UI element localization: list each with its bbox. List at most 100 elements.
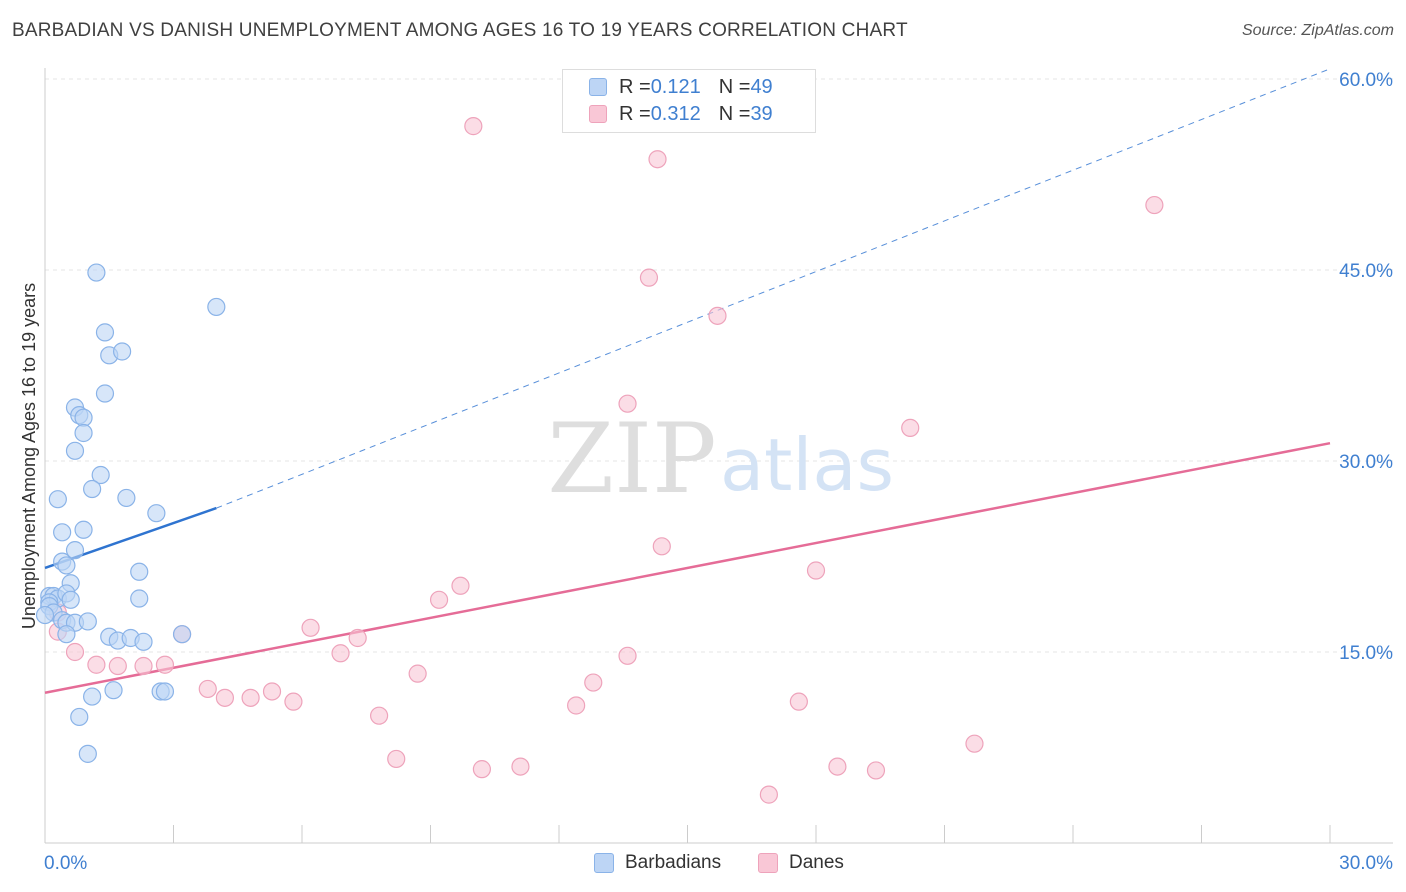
point-barbadians — [104, 681, 123, 700]
bottom-legend-swatch-danes — [758, 853, 778, 873]
point-danes — [198, 679, 217, 699]
point-barbadians — [74, 408, 93, 427]
point-danes — [284, 692, 303, 711]
trend-line-danes — [44, 441, 1331, 694]
bottom-legend-barbadians: Barbadians — [594, 852, 721, 874]
legend-r-label: R = — [619, 102, 651, 125]
point-danes — [866, 761, 886, 780]
point-barbadians — [130, 589, 149, 608]
source-label: Source: ZipAtlas.com — [1241, 22, 1394, 39]
point-barbadians — [57, 625, 76, 644]
point-danes — [408, 664, 427, 683]
point-danes — [639, 268, 659, 287]
trend-line-barbadians-extension — [216, 68, 1331, 509]
bottom-legend-label-danes: Danes — [789, 852, 844, 873]
point-danes — [759, 785, 778, 804]
point-danes — [648, 150, 667, 169]
y-tick-label: 45.0% — [1339, 261, 1393, 282]
point-danes — [429, 590, 449, 609]
bottom-legend-swatch-barbadians — [594, 853, 614, 873]
point-barbadians — [112, 342, 132, 361]
point-barbadians — [74, 520, 93, 539]
point-danes — [1145, 195, 1164, 215]
x-tick-label-min: 0.0% — [44, 853, 87, 874]
point-danes — [215, 688, 234, 707]
point-barbadians — [87, 263, 106, 282]
point-barbadians — [53, 523, 72, 542]
legend-r-label: R = — [619, 75, 651, 98]
legend-r-value-danes: 0.312 — [650, 102, 701, 125]
bottom-legend-danes: Danes — [758, 852, 844, 874]
point-barbadians — [78, 744, 97, 763]
axis-labels: 15.0% 30.0% 45.0% 60.0% 0.0% 30.0% Unemploymen… — [19, 70, 1393, 874]
point-danes — [828, 757, 847, 776]
trend-lines — [44, 68, 1331, 694]
point-barbadians — [35, 605, 55, 625]
point-danes — [65, 642, 85, 662]
watermark: ZIP atlas — [547, 403, 894, 515]
point-danes — [241, 688, 260, 707]
point-danes — [965, 734, 984, 753]
point-danes — [652, 537, 671, 556]
point-barbadians — [155, 682, 175, 701]
point-danes — [567, 696, 586, 715]
point-barbadians — [48, 490, 67, 509]
watermark-atlas: atlas — [720, 423, 894, 507]
point-barbadians — [83, 479, 102, 499]
point-danes — [464, 117, 483, 136]
chart-title: BARBADIAN VS DANISH UNEMPLOYMENT AMONG A… — [12, 20, 908, 41]
point-barbadians — [172, 625, 192, 644]
legend-swatch-danes — [589, 105, 607, 123]
point-danes — [87, 655, 106, 674]
bottom-legend-label-barbadians: Barbadians — [625, 852, 722, 873]
point-barbadians — [117, 488, 136, 508]
x-tick-label-max: 30.0% — [1339, 853, 1393, 874]
point-danes — [806, 561, 826, 580]
point-barbadians — [95, 323, 115, 342]
point-danes — [301, 618, 320, 637]
point-barbadians — [134, 632, 153, 651]
point-barbadians — [78, 612, 97, 631]
watermark-zip: ZIP — [547, 403, 716, 515]
point-danes — [618, 646, 637, 665]
legend-swatch-barbadians — [589, 78, 607, 96]
legend-n-value-danes: 39 — [750, 102, 773, 125]
point-barbadians — [91, 465, 110, 485]
point-danes — [584, 673, 603, 692]
legend-row-barbadians: R = 0.121 N = 49 — [589, 75, 773, 99]
point-danes — [511, 757, 530, 776]
legend-n-label: N = — [718, 75, 751, 98]
point-danes — [331, 644, 350, 663]
legend-row-danes: R = 0.312 N = 39 — [589, 102, 773, 126]
point-barbadians — [65, 441, 85, 460]
point-barbadians — [207, 297, 226, 317]
point-barbadians — [74, 423, 93, 443]
point-barbadians — [57, 556, 76, 575]
point-barbadians — [83, 687, 102, 706]
y-tick-label: 30.0% — [1339, 452, 1393, 473]
y-axis-title: Unemployment Among Ages 16 to 19 years — [19, 283, 39, 629]
point-danes — [451, 576, 470, 595]
grid-lines — [45, 78, 1393, 653]
point-danes — [370, 706, 389, 725]
point-barbadians — [147, 504, 166, 523]
y-tick-label: 60.0% — [1339, 70, 1393, 91]
data-points — [35, 117, 1164, 804]
legend-n-label: N = — [718, 102, 751, 125]
axes — [44, 68, 1393, 844]
point-barbadians — [130, 562, 149, 581]
point-barbadians — [70, 707, 89, 727]
point-danes — [108, 656, 127, 676]
point-danes — [618, 394, 637, 413]
point-danes — [134, 656, 153, 676]
point-barbadians — [95, 384, 115, 403]
legend-n-value-barbadians: 49 — [750, 75, 773, 98]
point-danes — [348, 628, 367, 648]
point-danes — [708, 306, 727, 325]
point-danes — [901, 418, 920, 437]
point-danes — [155, 655, 175, 674]
y-tick-label: 15.0% — [1339, 643, 1393, 664]
point-danes — [387, 749, 406, 769]
point-barbadians — [61, 590, 80, 609]
